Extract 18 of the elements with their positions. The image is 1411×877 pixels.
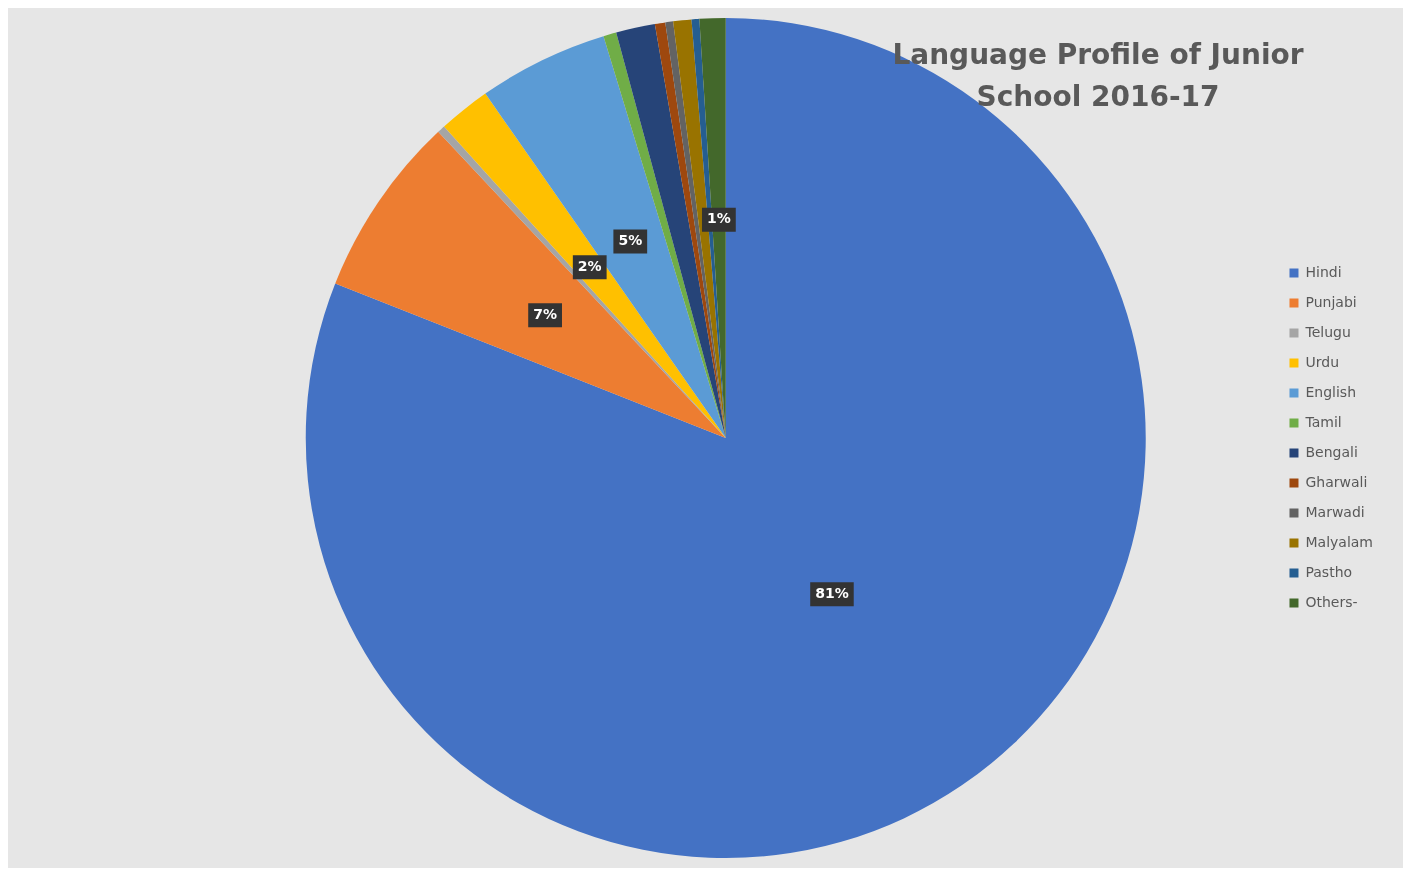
data-label: 81% [815, 584, 849, 601]
data-label: 2% [577, 257, 602, 274]
data-label: 5% [618, 232, 643, 249]
legend-label: Bengali [1305, 443, 1358, 460]
legend-label: English [1305, 383, 1357, 400]
legend-label: Others- [1305, 593, 1358, 610]
legend-label: Punjabi [1305, 293, 1357, 310]
legend-label: Tamil [1304, 413, 1342, 430]
legend-label: Telugu [1304, 323, 1351, 340]
data-label: 7% [533, 305, 557, 322]
legend-label: Urdu [1305, 353, 1340, 370]
legend-label: Hindi [1305, 263, 1342, 280]
data-label: 1% [706, 210, 731, 227]
text: Language Profile of Junior School 2016-17 [891, 37, 1305, 115]
legend-label: Gharwali [1305, 473, 1368, 490]
legend-label: Pastho [1305, 563, 1353, 580]
legend-label: Marwadi [1305, 503, 1365, 520]
legend-label: Malyalam [1305, 533, 1374, 550]
